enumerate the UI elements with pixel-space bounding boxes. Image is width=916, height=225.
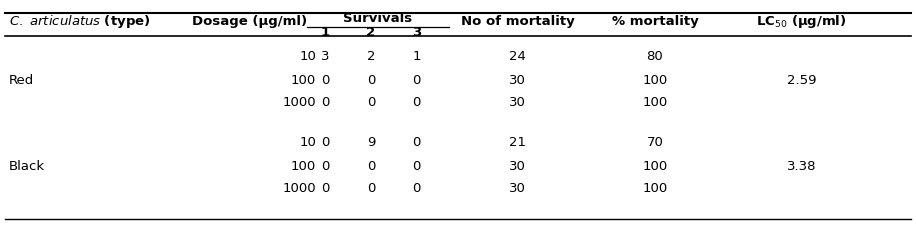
Text: 3: 3 bbox=[412, 26, 421, 39]
Text: 70: 70 bbox=[647, 136, 663, 149]
Text: 0: 0 bbox=[321, 136, 330, 149]
Text: 0: 0 bbox=[412, 182, 421, 195]
Text: 0: 0 bbox=[412, 159, 421, 172]
Text: 100: 100 bbox=[642, 73, 668, 86]
Text: 0: 0 bbox=[321, 182, 330, 195]
Text: 0: 0 bbox=[366, 159, 376, 172]
Text: 1000: 1000 bbox=[282, 96, 316, 109]
Text: 100: 100 bbox=[290, 159, 316, 172]
Text: 100: 100 bbox=[642, 159, 668, 172]
Text: 1000: 1000 bbox=[282, 182, 316, 195]
Text: 10: 10 bbox=[300, 136, 316, 149]
Text: 1: 1 bbox=[321, 26, 330, 39]
Text: 0: 0 bbox=[366, 73, 376, 86]
Text: 2: 2 bbox=[366, 50, 376, 63]
Text: 100: 100 bbox=[290, 73, 316, 86]
Text: 2.59: 2.59 bbox=[787, 73, 816, 86]
Text: 0: 0 bbox=[321, 73, 330, 86]
Text: 30: 30 bbox=[509, 96, 526, 109]
Text: 3.38: 3.38 bbox=[787, 159, 816, 172]
Text: 0: 0 bbox=[321, 96, 330, 109]
Text: 30: 30 bbox=[509, 73, 526, 86]
Text: 100: 100 bbox=[642, 182, 668, 195]
Text: 3: 3 bbox=[321, 50, 330, 63]
Text: 30: 30 bbox=[509, 182, 526, 195]
Text: Red: Red bbox=[9, 73, 35, 86]
Text: 0: 0 bbox=[366, 182, 376, 195]
Text: 9: 9 bbox=[366, 136, 376, 149]
Text: 80: 80 bbox=[647, 50, 663, 63]
Text: % mortality: % mortality bbox=[612, 16, 698, 28]
Text: 2: 2 bbox=[366, 26, 376, 39]
Text: 0: 0 bbox=[412, 73, 421, 86]
Text: 0: 0 bbox=[412, 136, 421, 149]
Text: 1: 1 bbox=[412, 50, 421, 63]
Text: 21: 21 bbox=[509, 136, 526, 149]
Text: 24: 24 bbox=[509, 50, 526, 63]
Text: Black: Black bbox=[9, 159, 45, 172]
Text: 10: 10 bbox=[300, 50, 316, 63]
Text: 0: 0 bbox=[321, 159, 330, 172]
Text: $\mathit{C.\ articulatus}$ $\mathbf{(type)}$: $\mathit{C.\ articulatus}$ $\mathbf{(typ… bbox=[9, 14, 150, 30]
Text: 100: 100 bbox=[642, 96, 668, 109]
Text: Survivals: Survivals bbox=[344, 11, 412, 24]
Text: 0: 0 bbox=[412, 96, 421, 109]
Text: Dosage (μg/ml): Dosage (μg/ml) bbox=[192, 16, 308, 28]
Text: No of mortality: No of mortality bbox=[461, 16, 574, 28]
Text: 30: 30 bbox=[509, 159, 526, 172]
Text: LC$_{50}$ (μg/ml): LC$_{50}$ (μg/ml) bbox=[757, 14, 846, 30]
Text: 0: 0 bbox=[366, 96, 376, 109]
